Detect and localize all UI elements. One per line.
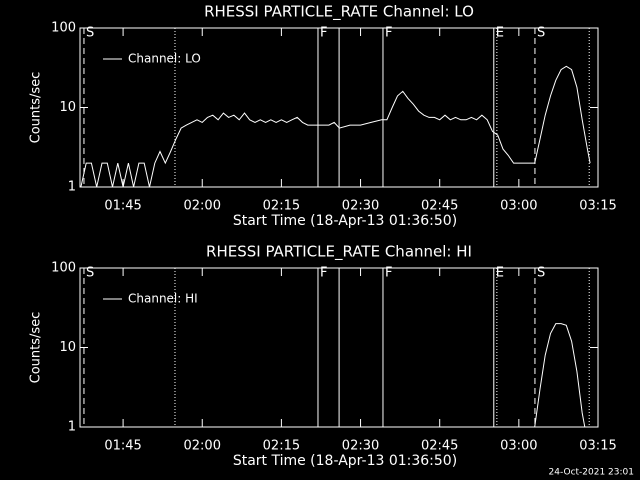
x-tick-label: 02:45 [421, 199, 458, 214]
x-tick-label: 03:00 [500, 439, 537, 454]
y-axis-label: Counts/sec [29, 312, 44, 384]
x-tick-label: 02:15 [263, 199, 300, 214]
panel: RHESSI PARTICLE_RATE Channel: HI Start Ti… [29, 243, 617, 470]
x-tick-label: 02:00 [184, 439, 221, 454]
y-tick-label: 100 [51, 261, 76, 276]
event-label: S [86, 266, 94, 281]
y-tick-label: 10 [59, 100, 76, 115]
y-tick-label: 1 [68, 180, 76, 195]
event-label: F [385, 26, 392, 41]
event-label: F [320, 266, 327, 281]
x-tick-label: 02:15 [263, 439, 300, 454]
x-axis-label: Start Time (18-Apr-13 01:36:50) [233, 453, 457, 469]
event-label: F [385, 266, 392, 281]
event-label: S [537, 266, 545, 281]
footer: 24-Oct-2021 23:01 [549, 468, 634, 478]
event-label: S [537, 26, 545, 41]
event-label: F [320, 26, 327, 41]
x-tick-label: 03:15 [579, 199, 616, 214]
y-axis-label: Counts/sec [29, 72, 44, 144]
chart-title: RHESSI PARTICLE_RATE Channel: HI [206, 243, 472, 262]
x-tick-label: 02:00 [184, 199, 221, 214]
data-line [80, 65, 591, 187]
legend-label: Channel: HI [128, 292, 198, 306]
y-tick-label: 1 [68, 420, 76, 435]
x-tick-label: 02:30 [342, 199, 379, 214]
y-tick-label: 10 [59, 340, 76, 355]
chart-title: RHESSI PARTICLE_RATE Channel: LO [204, 3, 474, 22]
x-tick-label: 02:30 [342, 439, 379, 454]
event-label: E [496, 266, 504, 281]
x-axis-label: Start Time (18-Apr-13 01:36:50) [233, 213, 457, 229]
event-label: E [496, 26, 504, 41]
x-tick-label: 03:00 [500, 199, 537, 214]
x-tick-label: 01:45 [104, 199, 141, 214]
legend-label: Channel: LO [128, 52, 201, 66]
event-label: S [86, 26, 94, 41]
x-tick-label: 02:45 [421, 439, 458, 454]
x-tick-label: 03:15 [579, 439, 616, 454]
x-tick-label: 01:45 [104, 439, 141, 454]
y-tick-label: 100 [51, 21, 76, 36]
data-line [534, 323, 586, 427]
panel: RHESSI PARTICLE_RATE Channel: LO Start Ti… [29, 3, 617, 230]
